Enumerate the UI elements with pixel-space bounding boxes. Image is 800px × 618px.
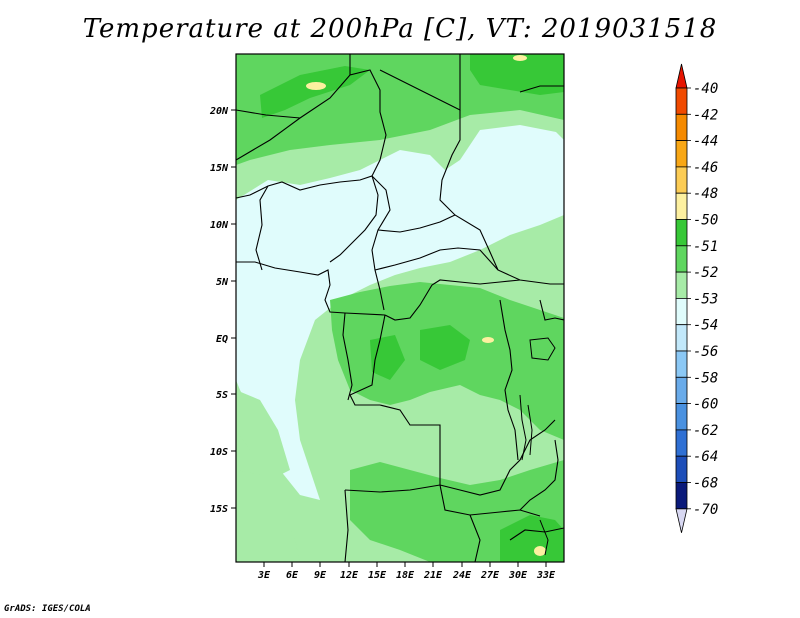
colorbar-label: -58 bbox=[693, 370, 718, 386]
lat-tick-label: 15N bbox=[210, 163, 229, 174]
colorbar-label: -50 bbox=[693, 213, 718, 229]
field-yellow-nw bbox=[306, 82, 326, 90]
colorbar-label: -42 bbox=[693, 107, 718, 123]
lat-tick-label: EQ bbox=[216, 334, 228, 345]
colorbar-bottom-arrow bbox=[675, 508, 688, 533]
colorbar-label: -64 bbox=[693, 449, 718, 465]
lon-axis: 3E 6E 9E 12E 15E 18E 21E 24E 27E 30E 33E bbox=[257, 562, 556, 581]
map-frame bbox=[235, 53, 565, 563]
lon-tick-label: 33E bbox=[536, 570, 556, 581]
field-light-green-sw bbox=[236, 390, 290, 480]
colorbar-label: -60 bbox=[693, 397, 718, 413]
colorbar-label: -46 bbox=[693, 160, 718, 176]
lon-tick-label: 3E bbox=[257, 570, 271, 581]
field-pale-cyan bbox=[236, 125, 564, 500]
colorbar-label: -56 bbox=[693, 344, 718, 360]
colorbar-label: -44 bbox=[693, 134, 718, 150]
colorbar-label: -62 bbox=[693, 423, 718, 439]
field-yellow-central bbox=[482, 337, 494, 343]
colorbar-label: -51 bbox=[693, 239, 718, 255]
colorbar-segment bbox=[675, 245, 688, 273]
field-yellow-se bbox=[534, 546, 546, 556]
credit-text: GrADS: IGES/COLA bbox=[4, 604, 91, 614]
lon-tick-label: 30E bbox=[508, 570, 528, 581]
colorbar-label: -53 bbox=[693, 291, 718, 307]
lon-tick-label: 18E bbox=[396, 570, 415, 581]
colorbar-segment bbox=[675, 271, 688, 299]
colorbar-segment bbox=[675, 350, 688, 378]
field-dark-green-se bbox=[500, 515, 564, 562]
colorbar-segment bbox=[675, 324, 688, 352]
lat-tick-label: 15S bbox=[210, 504, 228, 515]
colorbar-segment bbox=[675, 192, 688, 220]
field-light-green-sw2 bbox=[236, 470, 300, 562]
colorbar-segment bbox=[675, 376, 688, 404]
colorbar-segment bbox=[675, 482, 688, 510]
colorbar-segment bbox=[675, 429, 688, 457]
colorbar-segment bbox=[675, 403, 688, 431]
lat-tick-label: 20N bbox=[209, 106, 229, 117]
lat-tick-label: 10S bbox=[210, 447, 228, 458]
colorbar-label: -54 bbox=[693, 318, 718, 334]
lon-tick-label: 21E bbox=[423, 570, 443, 581]
field-yellow-ne bbox=[513, 55, 527, 61]
lat-tick-label: 10N bbox=[210, 220, 229, 231]
colorbar-label: -52 bbox=[693, 265, 718, 281]
colorbar-segment bbox=[675, 166, 688, 194]
lat-axis: 20N 15N 10N 5N EQ 5S 10S 15S bbox=[209, 106, 236, 515]
map-panel bbox=[235, 53, 565, 563]
field-dark-green-ne bbox=[470, 54, 564, 95]
colorbar-label: -70 bbox=[693, 502, 718, 518]
lon-tick-label: 6E bbox=[286, 570, 299, 581]
lon-tick-label: 15E bbox=[368, 570, 387, 581]
colorbar-segment bbox=[675, 113, 688, 142]
lat-tick-label: 5S bbox=[216, 390, 228, 401]
colorbar-label: -40 bbox=[693, 81, 718, 97]
colorbar-label: -48 bbox=[693, 186, 718, 202]
lon-tick-label: 27E bbox=[480, 570, 500, 581]
colorbar-segment bbox=[675, 140, 688, 168]
colorbar-segment bbox=[675, 297, 688, 326]
lon-tick-label: 9E bbox=[314, 570, 327, 581]
map-title: Temperature at 200hPa [C], VT: 201903151… bbox=[82, 14, 718, 44]
lon-tick-label: 12E bbox=[340, 570, 359, 581]
field-dark-green-nw bbox=[260, 66, 370, 118]
colorbar-top-arrow bbox=[675, 63, 688, 89]
field-dark-green-central bbox=[420, 325, 470, 370]
lake-outlines bbox=[519, 337, 556, 556]
colorbar-segment bbox=[675, 87, 688, 115]
colorbar-segment bbox=[675, 455, 688, 483]
lon-tick-label: 24E bbox=[452, 570, 472, 581]
lat-tick-label: 5N bbox=[216, 277, 229, 288]
colorbar: -40 -42 -44 -46 -48 -50 -51 -52 -53 -54 -56 -58 -60 -… bbox=[675, 63, 718, 533]
colorbar-segment bbox=[675, 219, 688, 247]
country-borders bbox=[236, 54, 564, 562]
colorbar-label: -68 bbox=[693, 476, 718, 492]
